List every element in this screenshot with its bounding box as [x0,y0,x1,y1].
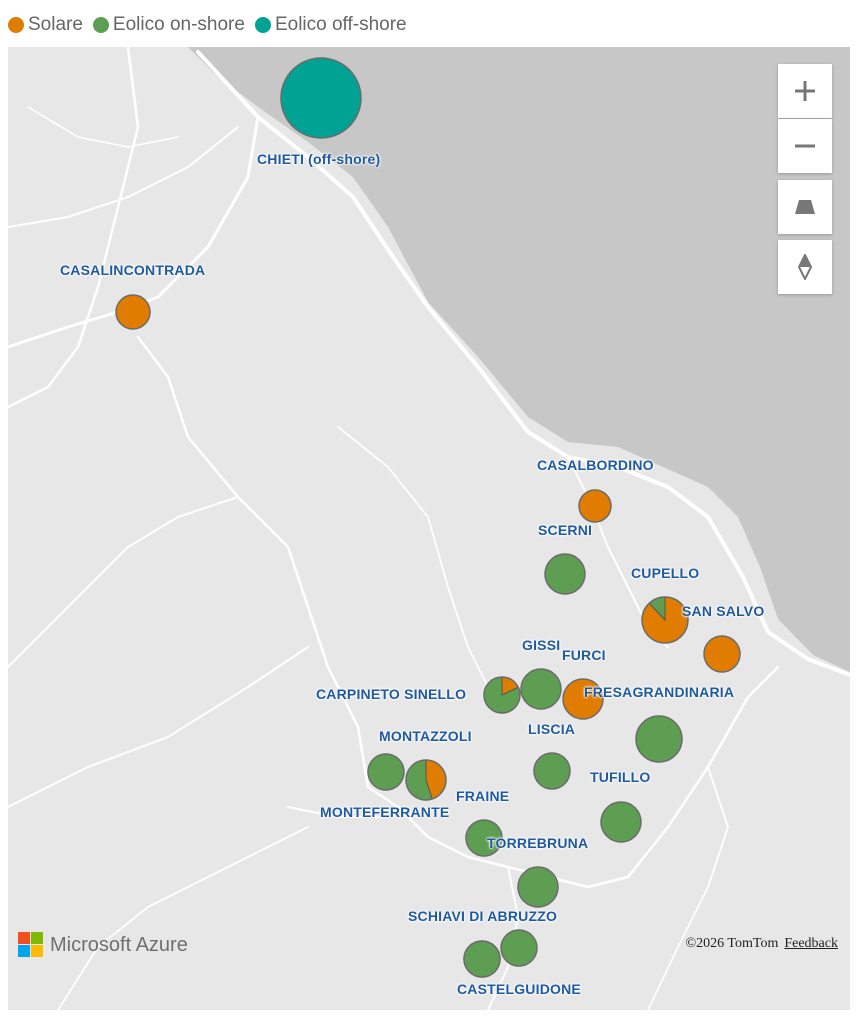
copyright-text: ©2026 TomTom [685,936,779,951]
label-furci: FURCI [562,647,606,663]
microsoft-logo-icon [18,932,43,957]
legend-item-eolico-offshore[interactable]: Eolico off-shore [254,14,407,36]
microsoft-azure-logo: Microsoft Azure [18,932,188,958]
label-liscia: LISCIA [528,721,576,737]
map-canvas[interactable]: CHIETI (off-shore) CASALINCONTRADA CASAL… [8,47,850,1010]
attribution: ©2026 TomTom Feedback [686,936,838,952]
label-cupello: CUPELLO [631,565,700,581]
zoom-in-button[interactable] [778,64,832,118]
minus-icon [795,144,815,148]
marker-outline [405,759,447,801]
legend-label-eolico-offshore: Eolico off-shore [274,14,407,35]
zoom-out-button[interactable] [778,119,832,173]
legend-label-eolico-onshore: Eolico on-shore [112,14,245,35]
label-schiavi-di-abruzzo: SCHIAVI DI ABRUZZO [408,908,558,924]
marker-casalbordino[interactable] [578,489,612,523]
legend-item-eolico-onshore[interactable]: Eolico on-shore [92,14,245,36]
legend-item-solare[interactable]: Solare [8,14,83,36]
marker-slice-solare [115,294,151,330]
marker-slice-solare [578,489,612,523]
marker-slice-onshore [500,929,538,967]
marker-slice-offshore [280,57,362,139]
marker-cupello[interactable] [641,596,689,644]
label-tufillo: TUFILLO [590,769,651,785]
label-fraine: FRAINE [456,788,510,804]
marker-slice-solare [703,635,741,673]
legend-swatch-eolico-offshore [254,17,271,33]
marker-slice-onshore [533,752,571,790]
marker-tufillo[interactable] [600,801,642,843]
legend-swatch-eolico-onshore [92,17,109,33]
marker-slice-onshore [544,553,586,595]
label-fresagrandinaria: FRESAGRANDINARIA [584,684,735,700]
label-castelguidone: CASTELGUIDONE [457,981,581,997]
marker-slice-onshore [635,715,683,763]
legend-swatch-solare [8,17,24,33]
label-torrebruna: TORREBRUNA [487,835,589,851]
marker-slice-onshore [465,819,503,857]
marker-gissi[interactable] [520,668,562,710]
map-basemap [8,47,850,1010]
marker-liscia[interactable] [533,752,571,790]
label-carpineto-sinello: CARPINETO SINELLO [316,686,467,702]
compass-icon [798,254,812,280]
plus-icon [795,81,815,101]
label-casalbordino: CASALBORDINO [537,457,654,473]
roads [8,47,850,1010]
label-monteferrante: MONTEFERRANTE [320,804,450,820]
marker-slice-solare [562,678,604,720]
feedback-link[interactable]: Feedback [784,936,838,951]
marker-fresagrandinaria[interactable] [635,715,683,763]
label-san-salvo: SAN SALVO [682,603,765,619]
legend: Solare Eolico on-shore Eolico off-shore [8,12,407,38]
marker-slice-onshore [367,753,405,791]
marker-san-salvo[interactable] [703,635,741,673]
marker-outline [641,596,689,644]
marker-outline [483,676,521,714]
marker-castelguidone-a[interactable] [500,929,538,967]
marker-torrebruna[interactable] [517,866,559,908]
marker-carpineto-sinello[interactable] [483,676,521,714]
marker-monteferrante[interactable] [405,759,447,801]
marker-layer [115,57,741,978]
pitch-button[interactable] [778,180,832,234]
logo-text: Microsoft Azure [50,933,188,956]
pitch-icon [795,200,815,214]
marker-furci[interactable] [562,678,604,720]
marker-casalincontrada[interactable] [115,294,151,330]
marker-slice-onshore [600,801,642,843]
marker-slice-onshore [463,940,501,978]
label-gissi: GISSI [522,637,561,653]
legend-label-solare: Solare [28,14,83,35]
compass-button[interactable] [778,240,832,294]
label-chieti-offshore: CHIETI (off-shore) [257,151,381,167]
label-scerni: SCERNI [538,522,593,538]
adriatic-sea [188,47,850,672]
marker-chieti-off-shore[interactable] [280,57,362,139]
marker-slice-onshore [517,866,559,908]
label-montazzoli: MONTAZZOLI [379,728,472,744]
marker-scerni[interactable] [544,553,586,595]
label-casalincontrada: CASALINCONTRADA [60,262,206,278]
marker-montazzoli[interactable] [367,753,405,791]
marker-castelguidone[interactable] [463,940,501,978]
marker-fraine[interactable] [465,819,503,857]
marker-slice-onshore [520,668,562,710]
